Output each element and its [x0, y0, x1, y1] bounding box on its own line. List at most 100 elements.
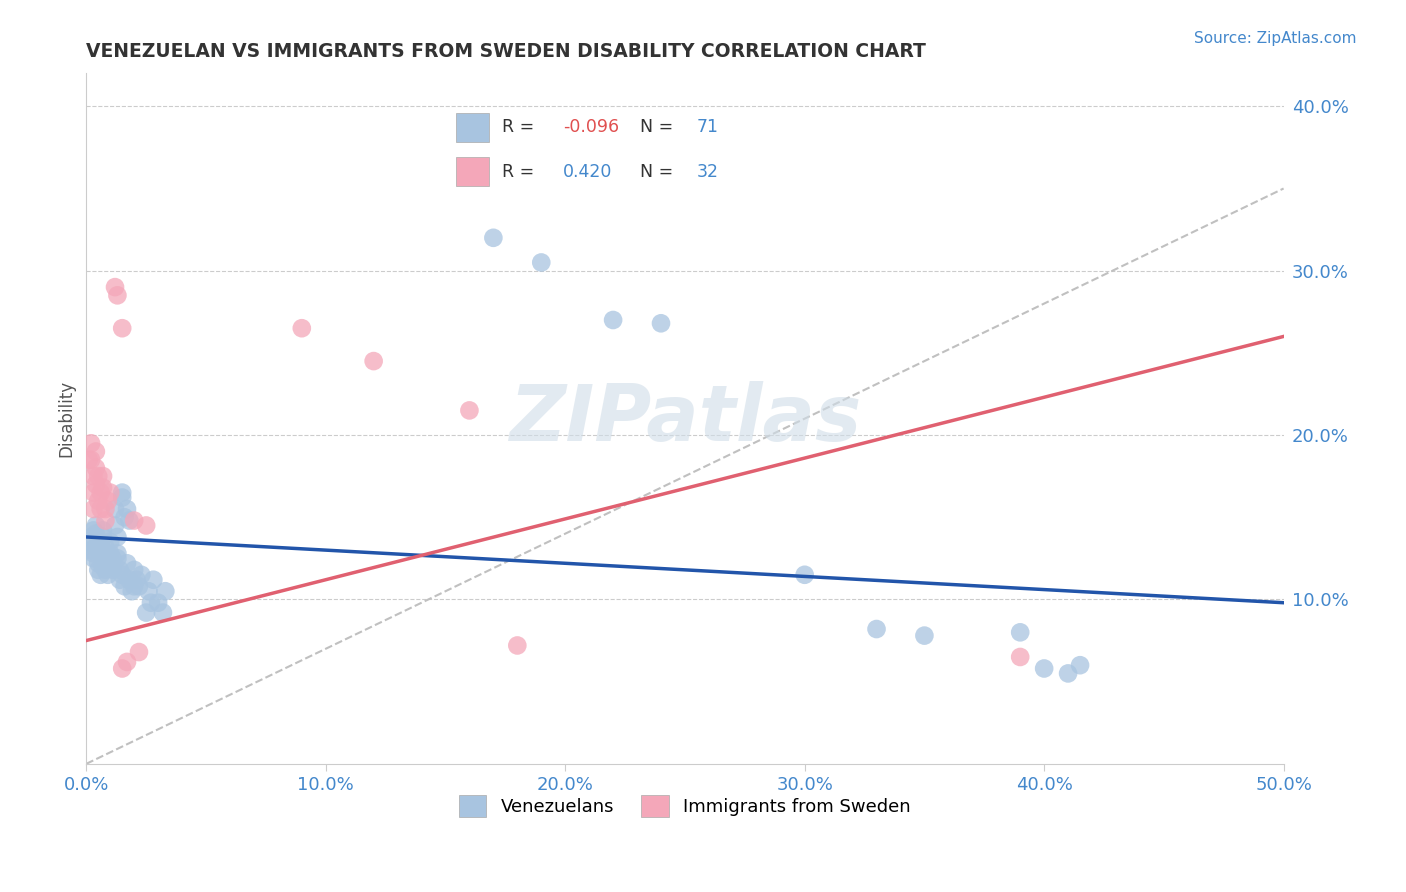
- Point: [104, 502, 127, 516]
- Point: [77, 452, 100, 467]
- Point: [139, 596, 162, 610]
- Point: [98, 535, 121, 549]
- Point: [107, 288, 129, 302]
- Point: [97, 567, 120, 582]
- Point: [111, 661, 134, 675]
- Point: [97, 493, 120, 508]
- Point: [128, 645, 150, 659]
- Point: [530, 255, 553, 269]
- Point: [90, 502, 112, 516]
- Point: [1057, 666, 1080, 681]
- Point: [107, 546, 129, 560]
- Point: [114, 510, 136, 524]
- Text: VENEZUELAN VS IMMIGRANTS FROM SWEDEN DISABILITY CORRELATION CHART: VENEZUELAN VS IMMIGRANTS FROM SWEDEN DIS…: [86, 42, 927, 61]
- Point: [115, 655, 138, 669]
- Point: [94, 502, 117, 516]
- Point: [291, 321, 314, 335]
- Point: [91, 559, 114, 574]
- Legend: Venezuelans, Immigrants from Sweden: Venezuelans, Immigrants from Sweden: [453, 788, 918, 824]
- Point: [80, 452, 103, 467]
- Point: [1010, 650, 1032, 665]
- Point: [104, 280, 127, 294]
- Point: [84, 526, 107, 541]
- Point: [122, 563, 145, 577]
- Point: [1033, 661, 1056, 675]
- Point: [118, 514, 141, 528]
- Point: [87, 493, 110, 508]
- Point: [98, 546, 121, 560]
- Point: [91, 469, 114, 483]
- Point: [94, 514, 117, 528]
- Point: [97, 556, 120, 570]
- Point: [111, 567, 134, 582]
- Point: [94, 546, 117, 560]
- Point: [122, 579, 145, 593]
- Point: [82, 546, 104, 560]
- Point: [87, 563, 110, 577]
- Point: [101, 563, 124, 577]
- Point: [84, 477, 107, 491]
- Text: Source: ZipAtlas.com: Source: ZipAtlas.com: [1194, 31, 1357, 46]
- Point: [142, 573, 165, 587]
- Point: [1010, 625, 1032, 640]
- Point: [84, 540, 107, 554]
- Point: [115, 502, 138, 516]
- Point: [135, 518, 157, 533]
- Point: [793, 567, 815, 582]
- Point: [94, 563, 117, 577]
- Point: [128, 579, 150, 593]
- Point: [77, 535, 100, 549]
- Point: [90, 567, 112, 582]
- Point: [138, 584, 160, 599]
- Point: [114, 579, 136, 593]
- Text: ZIPatlas: ZIPatlas: [509, 381, 860, 457]
- Point: [125, 573, 148, 587]
- Point: [80, 543, 103, 558]
- Point: [101, 551, 124, 566]
- Point: [1069, 658, 1091, 673]
- Point: [82, 485, 104, 500]
- Point: [912, 629, 935, 643]
- Point: [482, 231, 505, 245]
- Point: [107, 530, 129, 544]
- Point: [80, 530, 103, 544]
- Point: [98, 559, 121, 574]
- Point: [82, 469, 104, 483]
- Point: [111, 491, 134, 505]
- Point: [152, 606, 174, 620]
- Point: [107, 551, 129, 566]
- Y-axis label: Disability: Disability: [58, 380, 75, 458]
- Point: [94, 540, 117, 554]
- Point: [91, 481, 114, 495]
- Point: [87, 535, 110, 549]
- Point: [104, 518, 127, 533]
- Point: [506, 639, 529, 653]
- Point: [458, 403, 481, 417]
- Point: [121, 584, 143, 599]
- Point: [91, 551, 114, 566]
- Point: [90, 546, 112, 560]
- Point: [87, 469, 110, 483]
- Point: [363, 354, 385, 368]
- Point: [84, 461, 107, 475]
- Point: [650, 316, 672, 330]
- Point: [146, 596, 169, 610]
- Point: [111, 321, 134, 335]
- Point: [111, 485, 134, 500]
- Point: [80, 436, 103, 450]
- Point: [84, 444, 107, 458]
- Point: [82, 524, 104, 538]
- Point: [87, 543, 110, 558]
- Point: [84, 518, 107, 533]
- Point: [118, 573, 141, 587]
- Point: [90, 535, 112, 549]
- Point: [135, 606, 157, 620]
- Point: [108, 573, 131, 587]
- Point: [91, 524, 114, 538]
- Point: [82, 502, 104, 516]
- Point: [865, 622, 887, 636]
- Point: [82, 551, 104, 566]
- Point: [108, 563, 131, 577]
- Point: [155, 584, 177, 599]
- Point: [91, 530, 114, 544]
